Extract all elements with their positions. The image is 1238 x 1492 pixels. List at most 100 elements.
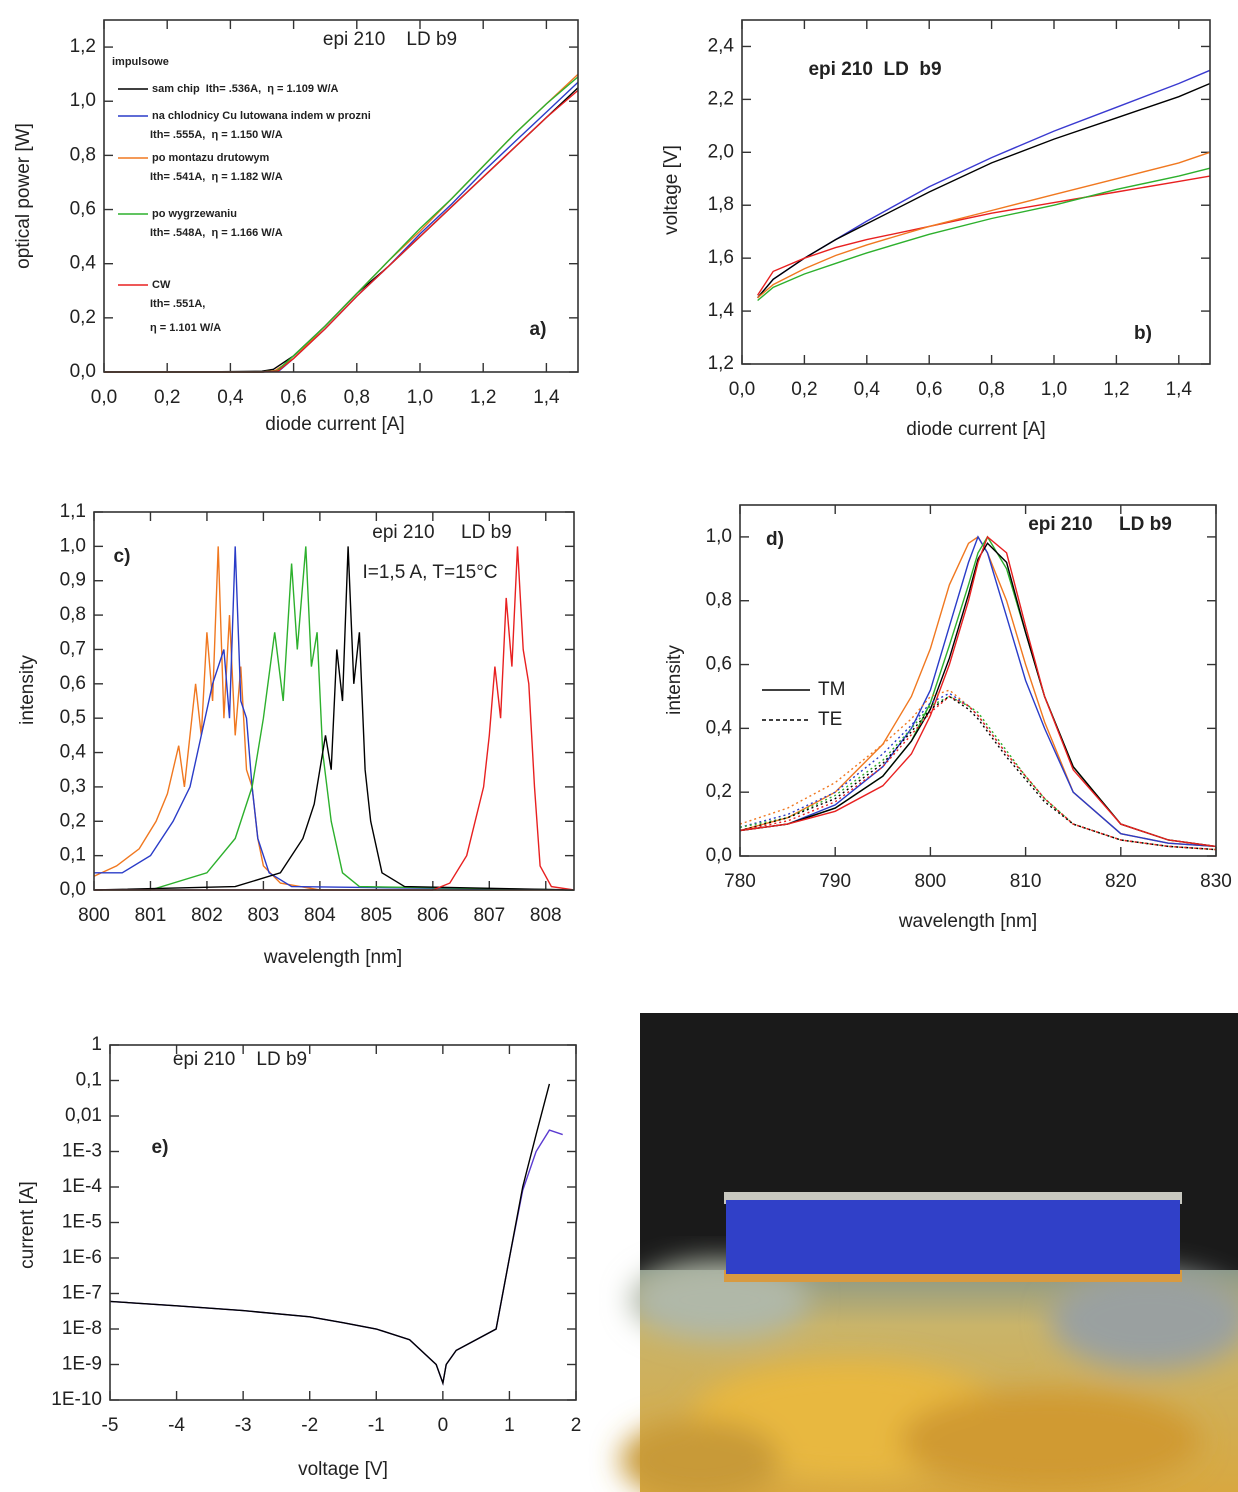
y-tick-label: 0,0 xyxy=(70,361,96,382)
series-line xyxy=(94,546,575,891)
legend-detail: η = 1.101 W/A xyxy=(150,322,221,334)
y-tick-label: 1,8 xyxy=(708,194,734,215)
legend-detail: Ith= .548A, η = 1.166 W/A xyxy=(150,227,283,239)
x-tick-label: 1,4 xyxy=(1166,379,1193,400)
legend-label: na chlodnicy Cu lutowana indem w prozni xyxy=(152,110,371,122)
legend-label: TM xyxy=(818,679,845,700)
x-tick-label: 0,2 xyxy=(791,379,817,400)
series-line xyxy=(739,542,1217,848)
series-line xyxy=(739,535,1217,848)
chart: 780 790 800 810 820 830 0,0 0,2 0,4 0,6 0,8 1,0 wave… xyxy=(664,504,1232,932)
x-tick-label: 0,2 xyxy=(154,387,180,408)
legend-label: CW xyxy=(152,279,171,291)
annotation: a) xyxy=(530,319,547,340)
series-line xyxy=(93,546,574,891)
x-tick-label: 0 xyxy=(438,1415,449,1436)
photo xyxy=(620,1013,1238,1492)
annotation: I=1,5 A, T=15°C xyxy=(362,562,497,583)
x-tick-label: 1,0 xyxy=(1041,379,1067,400)
y-tick-label: 0,8 xyxy=(70,144,96,165)
plot-frame xyxy=(103,19,579,373)
y-tick-label: 1,0 xyxy=(70,90,96,111)
y-tick-label: 0,1 xyxy=(60,845,86,866)
y-tick-label: 1,4 xyxy=(708,300,735,321)
x-tick-label: 805 xyxy=(361,905,393,926)
annotation: e) xyxy=(152,1137,169,1158)
y-tick-label: 1,0 xyxy=(706,526,732,547)
y-tick-label: 1E-4 xyxy=(62,1176,103,1197)
x-tick-label: -3 xyxy=(235,1415,252,1436)
x-axis-label: diode current [A] xyxy=(906,419,1045,440)
y-tick-label: 0,01 xyxy=(65,1105,102,1126)
y-tick-label: 0,8 xyxy=(706,590,732,611)
y-tick-label: 1,2 xyxy=(708,353,734,374)
y-tick-label: 1E-6 xyxy=(62,1247,102,1268)
chart: 800 801 802 803 804 805 806 807 808 0,0 0,1 0,2 0,3 0… xyxy=(17,501,575,968)
y-tick-label: 0,6 xyxy=(60,673,86,694)
x-tick-label: 1 xyxy=(504,1415,515,1436)
plot-frame xyxy=(739,504,1217,857)
y-tick-label: 2,0 xyxy=(708,141,734,162)
annotation: epi 210 LD b9 xyxy=(808,59,941,80)
x-tick-label: 1,2 xyxy=(1103,379,1129,400)
series-line xyxy=(94,546,575,891)
photo-texture xyxy=(620,1260,1238,1492)
y-tick-label: 0,8 xyxy=(60,604,86,625)
y-tick-label: 1,2 xyxy=(70,36,96,57)
series-line xyxy=(739,695,1217,851)
y-tick-label: 0,4 xyxy=(706,717,733,738)
x-axis-label: wavelength [nm] xyxy=(898,911,1037,932)
y-tick-label: 0,9 xyxy=(60,570,86,591)
y-axis-label: optical power [W] xyxy=(13,123,34,269)
y-axis-label: current [A] xyxy=(17,1181,38,1269)
y-tick-label: 0,6 xyxy=(70,199,96,220)
y-tick-label: 0,4 xyxy=(60,742,87,763)
plot-frame xyxy=(93,511,575,891)
x-tick-label: 1,0 xyxy=(407,387,433,408)
y-tick-label: 0,5 xyxy=(60,707,86,728)
series-line xyxy=(739,535,1217,848)
x-tick-label: 801 xyxy=(135,905,167,926)
x-tick-label: 0,4 xyxy=(854,379,881,400)
y-tick-label: 0,4 xyxy=(70,253,97,274)
x-tick-label: -4 xyxy=(168,1415,185,1436)
x-tick-label: -1 xyxy=(368,1415,385,1436)
series-line xyxy=(739,695,1217,851)
y-tick-label: 0,6 xyxy=(706,654,732,675)
x-tick-label: -5 xyxy=(102,1415,119,1436)
x-tick-label: 820 xyxy=(1105,871,1137,892)
legend-label: po wygrzewaniu xyxy=(152,208,237,220)
y-tick-label: 1,0 xyxy=(60,535,86,556)
plot-frame xyxy=(109,1044,577,1401)
y-tick-label: 0,1 xyxy=(76,1070,102,1091)
series-line xyxy=(757,167,1211,302)
legend-label: po montazu drutowym xyxy=(152,152,270,164)
legend-detail: Ith= .551A, xyxy=(150,298,205,310)
annotation: c) xyxy=(114,546,131,567)
y-tick-label: 0,7 xyxy=(60,638,86,659)
x-tick-label: 790 xyxy=(819,871,851,892)
x-tick-label: 804 xyxy=(304,905,336,926)
series-line xyxy=(739,535,1217,848)
x-tick-label: 0,8 xyxy=(344,387,370,408)
x-tick-label: 0,6 xyxy=(280,387,306,408)
x-tick-label: 810 xyxy=(1010,871,1042,892)
legend-title: impulsowe xyxy=(112,56,169,68)
x-tick-label: 830 xyxy=(1200,871,1232,892)
chart: 0,0 0,2 0,4 0,6 0,8 1,0 1,2 1,4 0,0 0,2 0,4 0,6 0,8 1… xyxy=(13,19,579,435)
series-line xyxy=(757,151,1211,299)
legend-label: TE xyxy=(818,709,842,730)
x-tick-label: 0,0 xyxy=(91,387,117,408)
laser-chip xyxy=(726,1200,1180,1274)
annotation: epi 210 LD b9 xyxy=(173,1049,307,1070)
x-tick-label: 1,4 xyxy=(533,387,560,408)
y-tick-label: 0,2 xyxy=(60,810,86,831)
x-tick-label: 0,4 xyxy=(217,387,244,408)
annotation: epi 210 LD b9 xyxy=(372,522,511,543)
annotation: epi 210 LD b9 xyxy=(1028,514,1172,535)
y-tick-label: 1 xyxy=(91,1034,102,1055)
legend-label: sam chip Ith= .536A, η = 1.109 W/A xyxy=(152,83,339,95)
x-axis-label: voltage [V] xyxy=(298,1459,388,1480)
y-tick-label: 1E-10 xyxy=(51,1389,102,1410)
